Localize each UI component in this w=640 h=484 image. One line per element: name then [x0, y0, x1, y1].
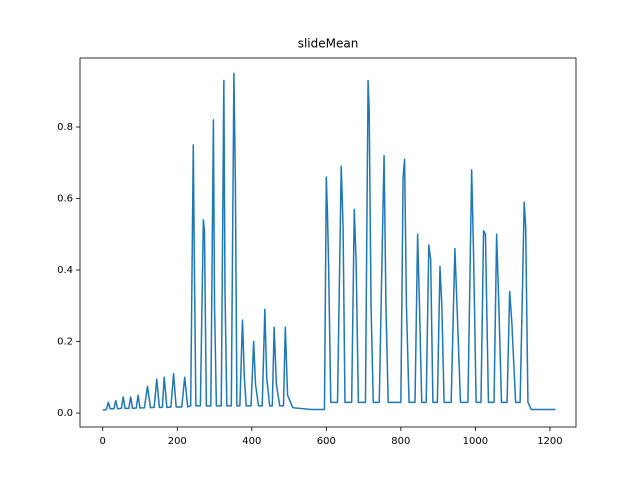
y-tick-label: 0.0: [57, 408, 73, 419]
x-tick-label: 1000: [463, 436, 488, 447]
y-tick-label: 0.8: [57, 122, 73, 133]
chart-title: slideMean: [298, 37, 359, 51]
y-tick-label: 0.4: [57, 265, 73, 276]
x-tick-label: 1200: [537, 436, 562, 447]
x-tick-label: 800: [391, 436, 410, 447]
y-tick-label: 0.6: [57, 194, 73, 205]
x-tick-label: 400: [242, 436, 261, 447]
y-tick-label: 0.2: [57, 337, 73, 348]
x-tick-label: 0: [100, 436, 106, 447]
x-tick-label: 200: [168, 436, 187, 447]
x-tick-label: 600: [317, 436, 336, 447]
axes-frame: [79, 57, 577, 428]
data-line: [102, 72, 556, 411]
